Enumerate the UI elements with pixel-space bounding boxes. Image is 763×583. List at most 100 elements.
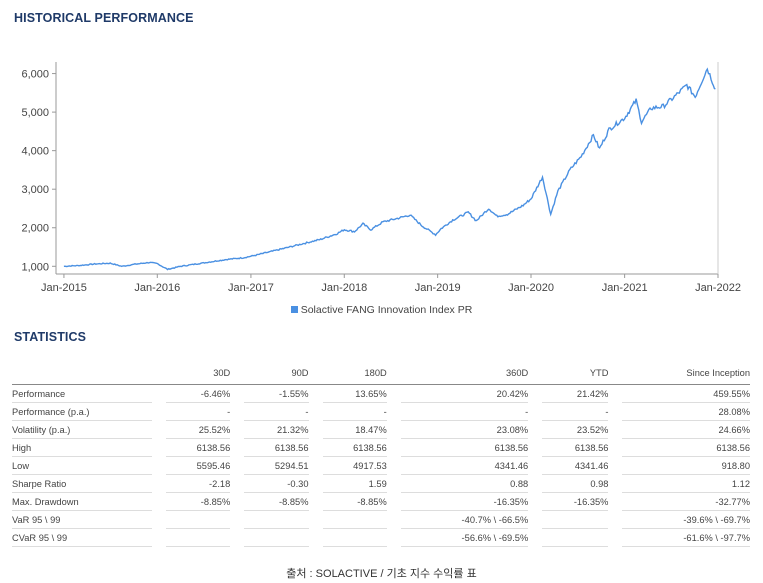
- statistics-row: CVaR 95 \ 99 -56.6% \ -69.5% -61.6% \ -97.…: [12, 528, 750, 547]
- row-value: 23.08%: [400, 420, 529, 439]
- statistics-table: 30D 90D 180D 360D YTD Since Inception Pe…: [12, 366, 750, 547]
- row-value: -: [400, 402, 529, 421]
- row-value: 459.55%: [622, 384, 750, 403]
- x-tick-label: Jan-2015: [41, 282, 87, 294]
- row-value: -1.55%: [244, 384, 309, 403]
- statistics-row: Volatility (p.a.) 25.52% 21.32% 18.47% 23.08…: [12, 420, 750, 439]
- row-value: -61.6% \ -97.7%: [622, 528, 750, 547]
- y-tick-label: 6,000: [21, 69, 49, 81]
- row-value: [244, 510, 309, 529]
- row-value: 21.42%: [542, 384, 609, 403]
- row-value: -8.85%: [244, 492, 309, 511]
- row-value: [322, 510, 387, 529]
- row-value: -8.85%: [166, 492, 231, 511]
- row-label: Low: [12, 456, 152, 475]
- y-tick-label: 5,000: [21, 107, 49, 119]
- statistics-row: VaR 95 \ 99 -40.7% \ -66.5% -39.6% \ -69.7…: [12, 510, 750, 529]
- x-tick-label: Jan-2022: [695, 282, 741, 294]
- historical-performance-title: HISTORICAL PERFORMANCE: [14, 11, 194, 25]
- row-value: 6138.56: [322, 438, 387, 457]
- header-col: 90D: [244, 366, 309, 385]
- row-value: -0.30: [244, 474, 309, 493]
- row-value: 4341.46: [400, 456, 529, 475]
- header-label: [12, 366, 152, 385]
- row-value: 13.65%: [322, 384, 387, 403]
- row-label: Max. Drawdown: [12, 492, 152, 511]
- row-value: 1.59: [322, 474, 387, 493]
- x-tick-label: Jan-2017: [228, 282, 274, 294]
- row-value: -32.77%: [622, 492, 750, 511]
- row-value: [244, 528, 309, 547]
- row-label: High: [12, 438, 152, 457]
- x-tick-label: Jan-2020: [508, 282, 554, 294]
- row-value: 4917.53: [322, 456, 387, 475]
- row-label: Performance: [12, 384, 152, 403]
- statistics-row: Max. Drawdown -8.85% -8.85% -8.85% -16.35% -1…: [12, 492, 750, 511]
- row-value: -: [542, 402, 609, 421]
- row-value: 5595.46: [166, 456, 231, 475]
- row-value: -8.85%: [322, 492, 387, 511]
- legend-swatch: [290, 305, 298, 313]
- row-value: 4341.46: [542, 456, 609, 475]
- statistics-title: STATISTICS: [14, 330, 87, 344]
- header-col: Since Inception: [622, 366, 750, 385]
- row-value: -16.35%: [400, 492, 529, 511]
- row-label: Sharpe Ratio: [12, 474, 152, 493]
- statistics-row: Sharpe Ratio -2.18 -0.30 1.59 0.88 0.98 1.12: [12, 474, 750, 493]
- statistics-header-row: 30D 90D 180D 360D YTD Since Inception: [12, 366, 750, 385]
- row-label: CVaR 95 \ 99: [12, 528, 152, 547]
- row-value: 6138.56: [166, 438, 231, 457]
- y-tick-label: 2,000: [21, 223, 49, 235]
- statistics-row: Low 5595.46 5294.51 4917.53 4341.46 4341.46 91…: [12, 456, 750, 475]
- row-value: [166, 510, 231, 529]
- series-line-solactive-fang: [63, 67, 716, 271]
- row-label: Performance (p.a.): [12, 402, 152, 421]
- row-label: Volatility (p.a.): [12, 420, 152, 439]
- legend-label: Solactive FANG Innovation Index PR: [300, 304, 473, 316]
- row-value: 5294.51: [244, 456, 309, 475]
- row-value: 21.32%: [244, 420, 309, 439]
- header-col: 30D: [166, 366, 231, 385]
- x-tick-label: Jan-2021: [602, 282, 648, 294]
- header-col: 360D: [400, 366, 529, 385]
- performance-chart: 1,000 2,000 3,000 4,000 5,000 6,000 Jan-2015 J…: [21, 62, 741, 294]
- row-value: 6138.56: [400, 438, 529, 457]
- row-value: -16.35%: [542, 492, 609, 511]
- row-value: 0.88: [400, 474, 529, 493]
- y-tick-label: 3,000: [21, 184, 49, 196]
- x-tick-label: Jan-2019: [415, 282, 461, 294]
- row-value: -56.6% \ -69.5%: [400, 528, 529, 547]
- row-value: 23.52%: [542, 420, 609, 439]
- chart-legend: Solactive FANG Innovation Index PR: [0, 304, 763, 316]
- row-value: 20.42%: [400, 384, 529, 403]
- row-value: 28.08%: [622, 402, 750, 421]
- row-value: [322, 528, 387, 547]
- y-tick-label: 1,000: [21, 261, 49, 273]
- row-value: 25.52%: [166, 420, 231, 439]
- row-value: -6.46%: [166, 384, 231, 403]
- x-tick-label: Jan-2018: [321, 282, 367, 294]
- row-value: -39.6% \ -69.7%: [622, 510, 750, 529]
- row-value: -: [166, 402, 231, 421]
- row-value: 6138.56: [622, 438, 750, 457]
- row-value: 0.98: [542, 474, 609, 493]
- row-value: [542, 528, 609, 547]
- row-value: 6138.56: [542, 438, 609, 457]
- row-value: -40.7% \ -66.5%: [400, 510, 529, 529]
- header-col: 180D: [322, 366, 387, 385]
- row-label: VaR 95 \ 99: [12, 510, 152, 529]
- statistics-row: Performance (p.a.) - - - - -28.08%: [12, 402, 750, 421]
- row-value: -: [244, 402, 309, 421]
- row-value: -2.18: [166, 474, 231, 493]
- statistics-row: Performance -6.46% -1.55% 13.65% 20.42% 21.42…: [12, 384, 750, 403]
- row-value: 918.80: [622, 456, 750, 475]
- source-caption: 출처 : SOLACTIVE / 기초 지수 수익률 표: [286, 568, 477, 580]
- row-value: -: [322, 402, 387, 421]
- row-value: 6138.56: [244, 438, 309, 457]
- row-value: [542, 510, 609, 529]
- header-col: YTD: [542, 366, 609, 385]
- row-value: 24.66%: [622, 420, 750, 439]
- statistics-row: High 6138.56 6138.56 6138.56 6138.56 6138.56 6…: [12, 438, 750, 457]
- row-value: 18.47%: [322, 420, 387, 439]
- x-tick-label: Jan-2016: [134, 282, 180, 294]
